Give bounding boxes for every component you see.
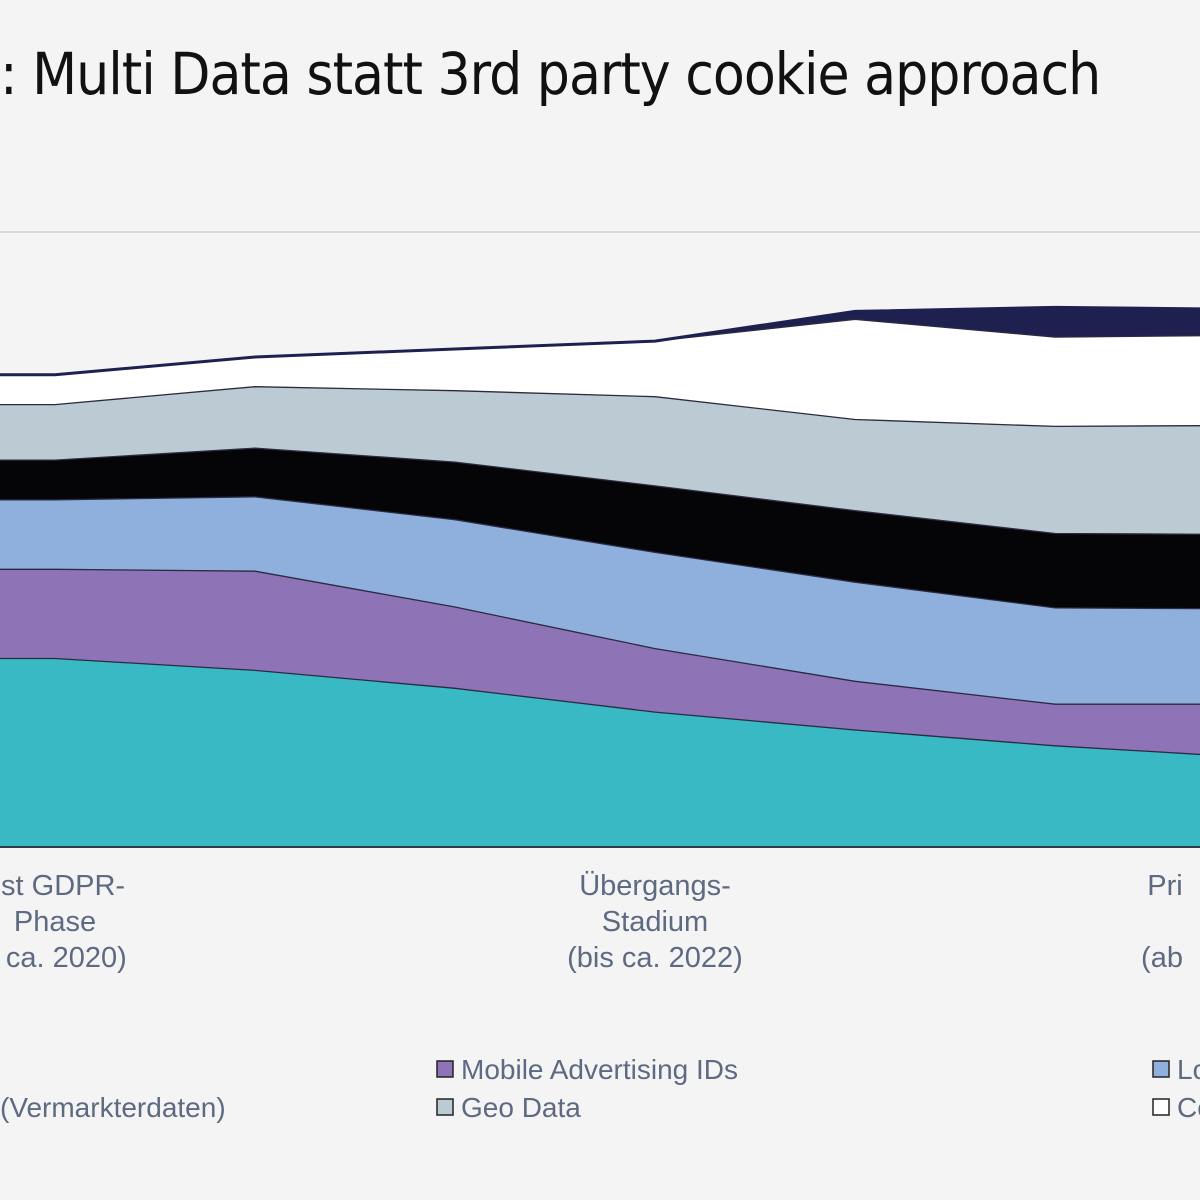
legend-item: Mobile Advertising IDs (436, 1054, 738, 1085)
area-series-2 (0, 569, 1200, 755)
axis-layer: ost GDPR- Phase s ca. 2020) Übergangs- Stadi… (0, 846, 1200, 974)
area-series-6 (0, 319, 1200, 427)
x-tick-label: Pri (1147, 870, 1182, 902)
legend-label: Co (1177, 1092, 1200, 1123)
legend-swatch-icon (1152, 1098, 1170, 1116)
area-series-4 (0, 448, 1200, 609)
legend-swatch-icon (1152, 1060, 1170, 1078)
legend-item: Geo Data (436, 1092, 581, 1123)
area-series-3 (0, 496, 1200, 705)
x-tick-label: Phase (14, 906, 96, 938)
series-edge-4 (0, 447, 1200, 535)
legend-item: (Vermarkterdaten) (0, 1092, 226, 1123)
legend-label: (Vermarkterdaten) (0, 1092, 226, 1123)
legend-item: Lo (1152, 1054, 1200, 1085)
x-tick-label: (bis ca. 2022) (567, 942, 743, 974)
area-series-7 (0, 307, 1200, 375)
legend-swatch-icon (436, 1098, 454, 1116)
chart-title: : Multi Data statt 3rd party cookie appr… (0, 40, 1101, 108)
series-edge-7 (0, 305, 1200, 377)
series-edge-5 (0, 386, 1200, 428)
x-tick-label: Übergangs- (579, 870, 731, 902)
legend-item: Co (1152, 1092, 1200, 1123)
x-tick-label: s ca. 2020) (0, 942, 127, 974)
series-edge-1 (0, 657, 1200, 756)
area-series-5 (0, 386, 1200, 535)
area-series-1 (0, 658, 1200, 847)
legend-label: Mobile Advertising IDs (461, 1054, 738, 1085)
series-edge-2 (0, 568, 1200, 705)
x-tick-label: Stadium (602, 906, 708, 938)
legend-label: Lo (1177, 1054, 1200, 1085)
legend: Mobile Advertising IDs Geo Data (Vermarkte… (0, 1054, 1200, 1123)
legend-label: Geo Data (461, 1092, 581, 1123)
x-tick-label: (ab (1141, 942, 1183, 974)
x-tick-label: ost GDPR- (0, 870, 125, 902)
area-layer (0, 305, 1200, 847)
series-edge-3 (0, 496, 1200, 610)
legend-swatch-icon (436, 1060, 454, 1078)
